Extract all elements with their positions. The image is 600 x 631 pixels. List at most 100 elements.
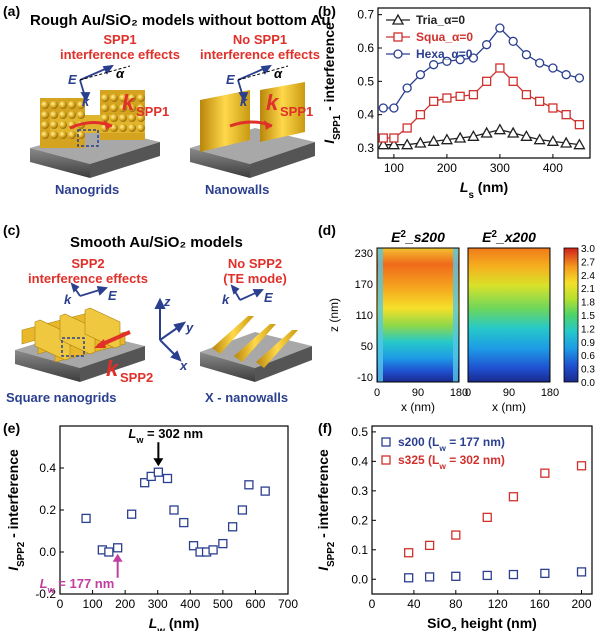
data-point	[188, 541, 199, 551]
svg-text:α: α	[116, 66, 125, 81]
legend-label: s200 (Lw = 177 nm)	[398, 435, 505, 453]
square-nanogrids-model	[15, 307, 145, 382]
heatmap-s200	[377, 248, 459, 382]
data-point	[260, 486, 270, 496]
panel-a-illustration: E k α k SPP1 E k α k SPP1	[30, 64, 315, 178]
data-point	[81, 513, 91, 524]
x-tick-label: 80	[449, 597, 463, 611]
annotation-arrowhead-177	[112, 553, 123, 562]
y-tick-label: 0.3	[357, 141, 374, 155]
series-line-circle	[383, 27, 580, 109]
x-tick-label: 400	[543, 161, 563, 175]
svg-text:E: E	[68, 72, 77, 87]
panel-f-label: (f)	[318, 420, 332, 436]
x-tick-label: 0	[57, 597, 64, 611]
y-tick-label: 0.2	[39, 503, 56, 517]
x-tick-label: 0	[369, 597, 376, 611]
data-point-triangle	[507, 126, 520, 138]
data-point-circle	[468, 53, 479, 63]
data-point-circle	[495, 23, 505, 33]
x-tick-label: 120	[488, 597, 508, 611]
x-tick-label: 400	[180, 597, 200, 611]
data-point-circle	[442, 56, 452, 66]
colorbar-tick-label: 2.4	[581, 271, 595, 282]
svg-text:SPP1: SPP1	[136, 104, 169, 119]
data-point-s325	[540, 468, 550, 478]
data-point-square	[415, 110, 426, 120]
data-point	[179, 517, 189, 528]
y-tick-label: 0.2	[351, 513, 368, 527]
x-tick-label: 180	[541, 387, 559, 399]
data-point-circle	[574, 73, 585, 83]
data-point-circle	[534, 58, 545, 68]
series-line-square	[383, 67, 580, 139]
svg-text:x: x	[179, 358, 188, 373]
plot-frame	[371, 425, 593, 595]
data-point-s200	[508, 569, 519, 580]
x-tick-label: 200	[437, 161, 457, 175]
data-point	[140, 478, 150, 488]
data-point-circle	[548, 63, 558, 73]
x-tick-label: 100	[83, 597, 103, 611]
svg-text:k: k	[222, 292, 230, 307]
svg-text:k: k	[122, 90, 136, 115]
y-axis-label: z (nm)	[327, 298, 341, 332]
data-point-square	[561, 110, 571, 120]
series-line-triangle	[383, 128, 580, 146]
data-point-triangle	[560, 136, 573, 148]
data-point-square	[378, 133, 388, 143]
x-tick-label: 0	[374, 387, 380, 399]
x-axis-label: Lw (nm)	[149, 615, 199, 631]
legend-marker	[381, 455, 391, 465]
svg-text:k: k	[82, 94, 90, 109]
panel-c-right-caption: No SPP2 (TE mode)	[223, 256, 287, 286]
data-point-triangle	[520, 129, 533, 141]
data-point-circle	[521, 50, 532, 60]
x-nanowalls-model	[200, 316, 312, 382]
data-point-circle	[561, 70, 571, 80]
panel-a-right-caption: No SPP1 interference effects	[200, 32, 320, 62]
data-point-square	[402, 123, 412, 133]
y-tick-label: 0.4	[39, 461, 56, 475]
svg-text:k: k	[106, 356, 120, 381]
legend-label: Tria_α=0	[416, 13, 465, 27]
panel-c-label: (c)	[3, 222, 21, 238]
colorbar	[563, 247, 579, 383]
data-point-square	[442, 93, 452, 103]
data-point-triangle	[573, 138, 586, 150]
panel-c-illustration: k E k SPP2 z y x k E	[15, 282, 312, 385]
data-point-s200	[424, 572, 435, 582]
x-tick-label: 300	[490, 161, 510, 175]
x-tick-label: 40	[407, 597, 421, 611]
data-point	[208, 545, 218, 555]
legend-marker	[391, 13, 405, 25]
legend-marker	[393, 32, 403, 42]
y-tick-label: 170	[355, 279, 373, 291]
heatmap-title-left: E2_s200	[391, 229, 445, 246]
panel-a-label: (a)	[3, 3, 21, 19]
legend-label: Hexa_α=0	[416, 47, 473, 61]
colorbar-tick-label: 3.0	[581, 244, 595, 255]
nanogrids-model	[30, 90, 160, 178]
y-tick-label: 0.3	[351, 484, 368, 498]
data-point-triangle	[377, 138, 390, 150]
panel-e-label: (e)	[3, 420, 21, 436]
data-point	[244, 480, 254, 490]
heatmap-title-right: E2_x200	[482, 229, 536, 246]
svg-text:E: E	[226, 72, 235, 87]
nanowalls-model	[190, 82, 315, 178]
data-point	[113, 543, 123, 553]
data-point	[218, 538, 228, 549]
nanowalls-label: Nanowalls	[205, 182, 270, 197]
data-point-s325	[482, 512, 492, 523]
data-point-square	[481, 76, 492, 86]
data-point-s325	[404, 548, 414, 558]
data-point-s325	[576, 461, 587, 471]
y-tick-label: 0.1	[351, 543, 368, 557]
svg-text:z: z	[163, 294, 171, 309]
svg-text:SPP2: SPP2	[120, 370, 153, 385]
x-tick-label: 90	[412, 387, 424, 399]
y-tick-label: 0.0	[39, 545, 56, 559]
colorbar-tick-label: 0.0	[581, 378, 595, 389]
legend-label: Squa_α=0	[416, 30, 473, 44]
